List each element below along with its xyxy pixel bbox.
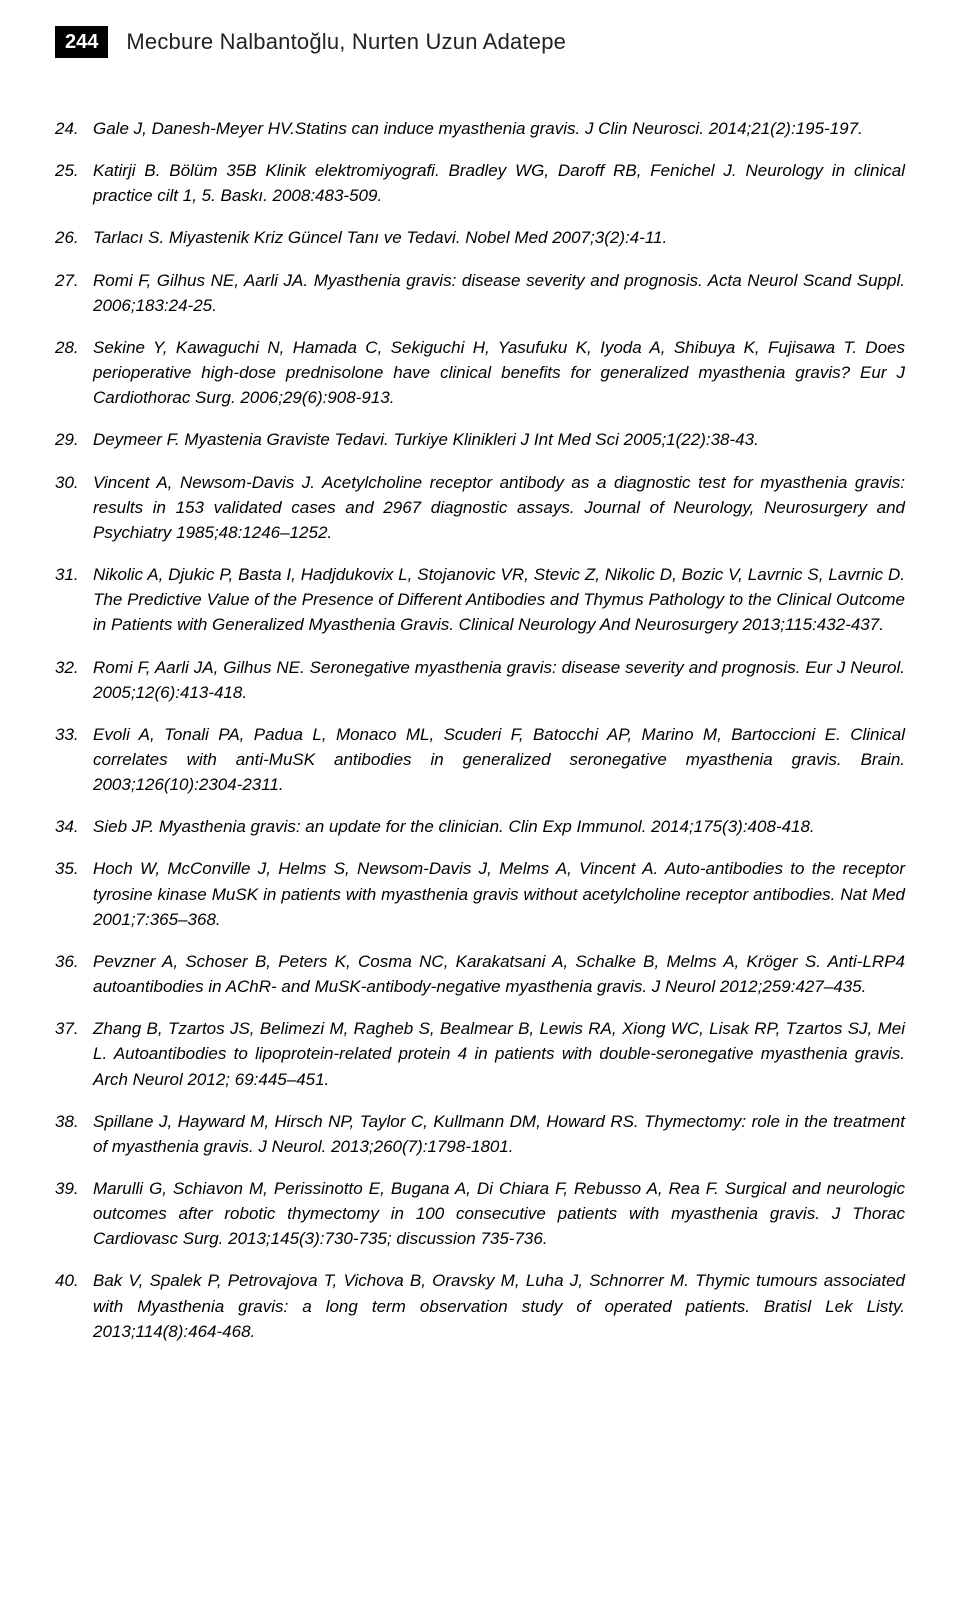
reference-text: Vincent A, Newsom-Davis J. Acetylcholine… (93, 470, 905, 545)
reference-item: 37.Zhang B, Tzartos JS, Belimezi M, Ragh… (55, 1016, 905, 1091)
reference-item: 39.Marulli G, Schiavon M, Perissinotto E… (55, 1176, 905, 1251)
reference-item: 25.Katirji B. Bölüm 35B Klinik elektromi… (55, 158, 905, 208)
reference-number: 26. (55, 225, 93, 250)
reference-number: 29. (55, 427, 93, 452)
page-header: 244 Mecbure Nalbantoğlu, Nurten Uzun Ada… (55, 26, 905, 58)
reference-number: 35. (55, 856, 93, 931)
authors: Mecbure Nalbantoğlu, Nurten Uzun Adatepe (126, 29, 566, 55)
reference-item: 26.Tarlacı S. Miyastenik Kriz Güncel Tan… (55, 225, 905, 250)
reference-item: 29.Deymeer F. Myastenia Graviste Tedavi.… (55, 427, 905, 452)
reference-number: 40. (55, 1268, 93, 1343)
reference-item: 32.Romi F, Aarli JA, Gilhus NE. Seronega… (55, 655, 905, 705)
reference-text: Romi F, Aarli JA, Gilhus NE. Seronegativ… (93, 655, 905, 705)
page-number: 244 (55, 26, 108, 58)
reference-item: 38.Spillane J, Hayward M, Hirsch NP, Tay… (55, 1109, 905, 1159)
reference-item: 24.Gale J, Danesh-Meyer HV.Statins can i… (55, 116, 905, 141)
reference-text: Bak V, Spalek P, Petrovajova T, Vichova … (93, 1268, 905, 1343)
reference-item: 33.Evoli A, Tonali PA, Padua L, Monaco M… (55, 722, 905, 797)
reference-number: 38. (55, 1109, 93, 1159)
reference-number: 39. (55, 1176, 93, 1251)
reference-item: 28.Sekine Y, Kawaguchi N, Hamada C, Seki… (55, 335, 905, 410)
reference-text: Zhang B, Tzartos JS, Belimezi M, Ragheb … (93, 1016, 905, 1091)
reference-item: 30.Vincent A, Newsom-Davis J. Acetylchol… (55, 470, 905, 545)
reference-number: 37. (55, 1016, 93, 1091)
reference-number: 30. (55, 470, 93, 545)
reference-item: 31.Nikolic A, Djukic P, Basta I, Hadjduk… (55, 562, 905, 637)
reference-item: 40.Bak V, Spalek P, Petrovajova T, Vicho… (55, 1268, 905, 1343)
reference-text: Spillane J, Hayward M, Hirsch NP, Taylor… (93, 1109, 905, 1159)
page: 244 Mecbure Nalbantoğlu, Nurten Uzun Ada… (0, 0, 960, 1605)
reference-item: 27.Romi F, Gilhus NE, Aarli JA. Myasthen… (55, 268, 905, 318)
reference-text: Evoli A, Tonali PA, Padua L, Monaco ML, … (93, 722, 905, 797)
reference-text: Sekine Y, Kawaguchi N, Hamada C, Sekiguc… (93, 335, 905, 410)
reference-text: Marulli G, Schiavon M, Perissinotto E, B… (93, 1176, 905, 1251)
reference-text: Tarlacı S. Miyastenik Kriz Güncel Tanı v… (93, 225, 905, 250)
reference-item: 34.Sieb JP. Myasthenia gravis: an update… (55, 814, 905, 839)
reference-text: Gale J, Danesh-Meyer HV.Statins can indu… (93, 116, 905, 141)
reference-number: 25. (55, 158, 93, 208)
reference-text: Pevzner A, Schoser B, Peters K, Cosma NC… (93, 949, 905, 999)
reference-number: 28. (55, 335, 93, 410)
reference-number: 34. (55, 814, 93, 839)
reference-number: 36. (55, 949, 93, 999)
reference-list: 24.Gale J, Danesh-Meyer HV.Statins can i… (55, 116, 905, 1344)
reference-number: 31. (55, 562, 93, 637)
reference-item: 36.Pevzner A, Schoser B, Peters K, Cosma… (55, 949, 905, 999)
reference-text: Romi F, Gilhus NE, Aarli JA. Myasthenia … (93, 268, 905, 318)
reference-number: 32. (55, 655, 93, 705)
reference-number: 27. (55, 268, 93, 318)
reference-text: Nikolic A, Djukic P, Basta I, Hadjdukovi… (93, 562, 905, 637)
reference-text: Hoch W, McConville J, Helms S, Newsom-Da… (93, 856, 905, 931)
reference-text: Deymeer F. Myastenia Graviste Tedavi. Tu… (93, 427, 905, 452)
reference-text: Sieb JP. Myasthenia gravis: an update fo… (93, 814, 905, 839)
reference-text: Katirji B. Bölüm 35B Klinik elektromiyog… (93, 158, 905, 208)
reference-number: 24. (55, 116, 93, 141)
reference-item: 35.Hoch W, McConville J, Helms S, Newsom… (55, 856, 905, 931)
reference-number: 33. (55, 722, 93, 797)
